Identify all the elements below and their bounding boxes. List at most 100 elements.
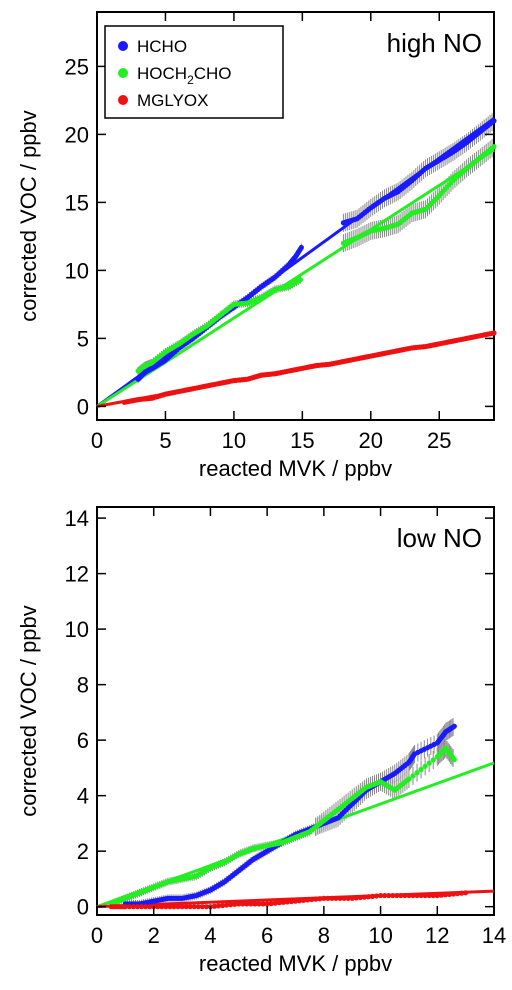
data-point-mglyox (179, 904, 185, 910)
data-point-mglyox (138, 904, 145, 910)
x-tick-label: 10 (368, 923, 392, 948)
data-point-hoch2cho (414, 770, 420, 776)
data-point-mglyox (463, 890, 469, 896)
data-point-mglyox (394, 892, 400, 899)
data-point-mglyox (211, 903, 218, 909)
data-point-mglyox (454, 890, 461, 897)
y-tick-label: 0 (77, 394, 89, 419)
data-point-mglyox (321, 895, 327, 901)
data-point-mglyox (292, 898, 299, 904)
data-point-mglyox (329, 895, 335, 901)
data-point-mglyox (309, 896, 315, 903)
data-point-hoch2cho (410, 773, 416, 779)
x-tick-label: 5 (159, 428, 171, 453)
y-tick-label: 15 (65, 190, 89, 215)
data-point-hoch2cho (418, 766, 424, 773)
data-point-mglyox (357, 894, 363, 901)
data-point-mglyox (402, 892, 408, 899)
data-points (108, 723, 469, 910)
data-point-hoch2cho (426, 760, 432, 766)
data-point-hcho (451, 723, 457, 729)
data-point-mglyox (183, 904, 189, 910)
data-point-mglyox (450, 891, 457, 897)
data-point-mglyox (264, 901, 270, 907)
data-point-mglyox (252, 901, 258, 907)
y-axis-label: corrected VOC / ppbv (16, 110, 41, 322)
x-tick-label: 15 (290, 428, 314, 453)
data-point-mglyox (491, 330, 497, 336)
chart-high-no: 0 5 10 15 20 25 0 5 10 15 20 25 high NO reacted MVK… (16, 11, 497, 481)
x-tick-label: 20 (359, 428, 383, 453)
y-tick-label: 8 (77, 673, 89, 698)
data-point-mglyox (187, 904, 193, 910)
data-point-mglyox (248, 901, 254, 907)
x-axis-label: reacted MVK / ppbv (199, 951, 392, 976)
x-tick-label: 8 (318, 923, 330, 948)
data-point-mglyox (199, 904, 205, 910)
data-point-hoch2cho (406, 776, 412, 782)
x-tick-label: 4 (204, 923, 216, 948)
data-point-mglyox (236, 901, 242, 907)
data-point-hoch2cho (422, 763, 428, 769)
data-point-mglyox (122, 904, 128, 910)
legend-marker-hcho (118, 41, 128, 51)
legend-marker-hoch2cho (118, 68, 128, 78)
data-point-mglyox (390, 892, 396, 899)
y-tick-label: 20 (65, 122, 89, 147)
legend-marker-mglyox (118, 95, 128, 105)
data-point-mglyox (215, 903, 222, 909)
data-point-mglyox (296, 898, 303, 904)
data-point-mglyox (163, 904, 169, 910)
plot-frame (96, 11, 495, 421)
data-point-mglyox (126, 904, 133, 910)
x-tick-label: 6 (261, 923, 273, 948)
data-point-mglyox (195, 904, 201, 910)
data-point-mglyox (305, 897, 311, 903)
data-point-mglyox (134, 904, 141, 910)
data-point-mglyox (438, 892, 444, 898)
x-tick-label: 2 (148, 923, 160, 948)
data-point-mglyox (446, 891, 453, 897)
data-point-mglyox (159, 904, 165, 910)
data-point-mglyox (256, 901, 262, 907)
y-tick-label: 10 (65, 617, 89, 642)
data-point-mglyox (406, 892, 412, 899)
data-point-mglyox (143, 904, 149, 910)
legend: HCHO HOCH2CHO MGLYOX (104, 25, 284, 119)
data-point-mglyox (232, 901, 238, 907)
data-point-mglyox (268, 900, 274, 907)
data-point-mglyox (377, 892, 384, 899)
x-tick-label: 25 (427, 428, 451, 453)
data-point-mglyox (345, 895, 351, 901)
data-point-mglyox (130, 904, 137, 910)
y-tick-label: 5 (77, 326, 89, 351)
data-point-mglyox (414, 892, 420, 899)
data-point-hoch2cho (430, 757, 436, 763)
data-point-mglyox (382, 892, 388, 899)
panel-label: low NO (397, 523, 482, 553)
y-tick-label: 25 (65, 54, 89, 79)
data-point-mglyox (171, 904, 177, 910)
data-point-mglyox (240, 901, 246, 907)
x-tick-label: 0 (91, 923, 103, 948)
y-tick-label: 4 (77, 784, 89, 809)
data-point-mglyox (191, 904, 197, 910)
data-point-mglyox (426, 892, 432, 899)
data-point-mglyox (313, 896, 319, 902)
data-point-mglyox (337, 895, 343, 901)
panel-label: high NO (387, 28, 482, 58)
legend-label-hcho: HCHO (137, 37, 187, 56)
data-point-mglyox (219, 902, 226, 909)
data-point-mglyox (386, 892, 392, 899)
data-point-mglyox (442, 892, 448, 898)
data-point-hcho (298, 244, 304, 251)
data-point-mglyox (276, 900, 282, 906)
data-point-mglyox (155, 904, 161, 910)
y-axis-label: corrected VOC / ppbv (16, 605, 41, 817)
axis-ticks: 0 2 4 6 8 10 12 14 0 2 4 6 8 10 12 14 (65, 506, 507, 948)
data-point-mglyox (373, 893, 380, 899)
x-tick-label: 14 (482, 923, 506, 948)
data-points (121, 118, 497, 405)
chart-low-no: 0 2 4 6 8 10 12 14 0 2 4 6 8 10 12 14 low NO reacted MV… (16, 506, 506, 976)
